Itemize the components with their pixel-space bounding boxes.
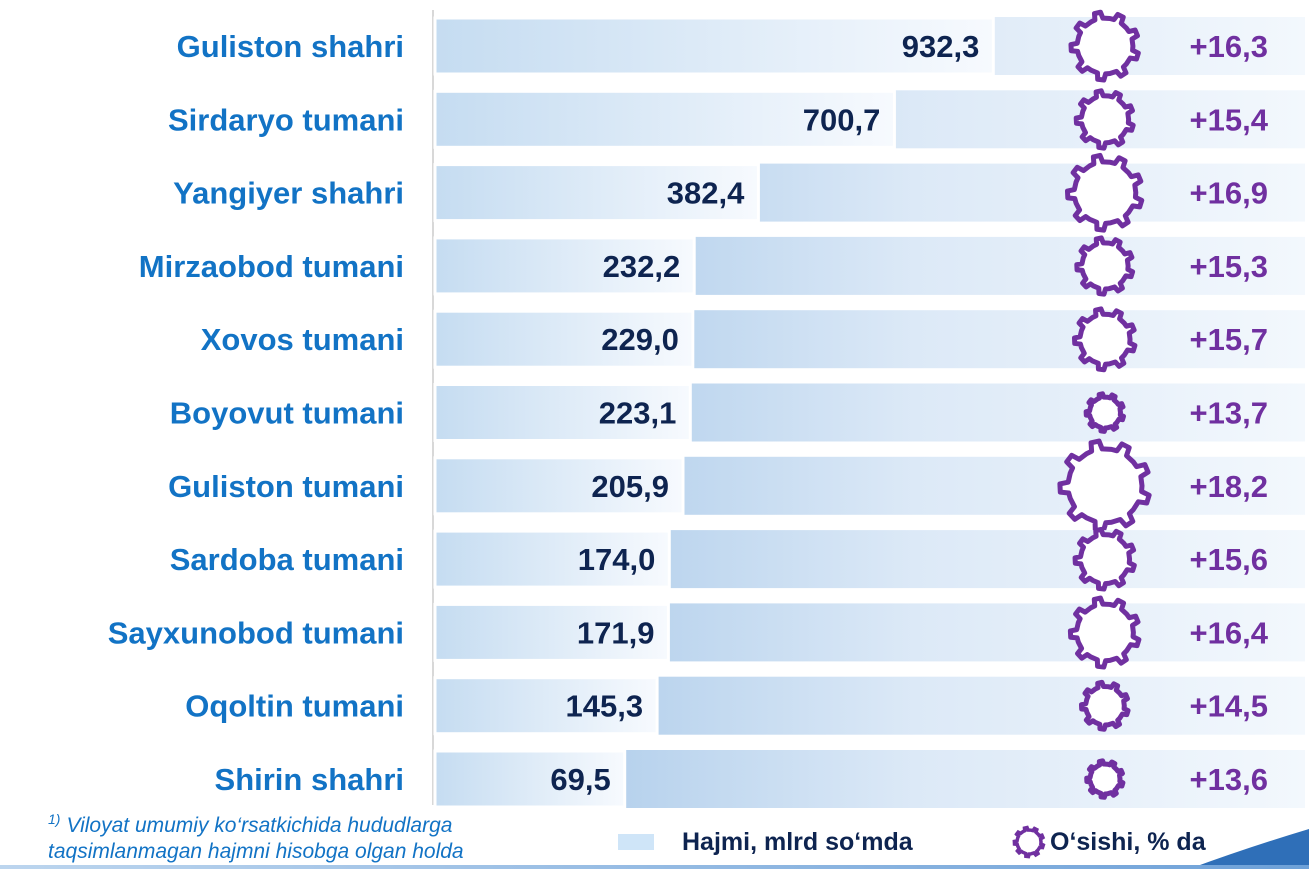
growth-label: +18,2 <box>1190 469 1268 504</box>
growth-label: +14,5 <box>1190 689 1268 724</box>
bar <box>433 749 627 809</box>
chart-row: Sayxunobod tumani 171,9 +16,4 <box>108 595 1305 670</box>
bottom-divider <box>0 865 1309 869</box>
chart-row: Xovos tumani 229,0 +15,7 <box>201 306 1305 373</box>
bar <box>433 89 896 149</box>
legend-item-volume: Hajmi, mlrd so‘mda <box>618 822 913 862</box>
category-label: Guliston shahri <box>177 29 404 64</box>
category-label: Sirdaryo tumani <box>168 102 404 137</box>
value-label: 69,5 <box>550 762 610 797</box>
value-label: 229,0 <box>601 322 679 357</box>
category-label: Xovos tumani <box>201 322 404 357</box>
gear-icon <box>1078 679 1131 732</box>
legend-swatch <box>618 834 654 850</box>
bar <box>433 383 692 442</box>
chart-row: Sirdaryo tumani 700,7 +15,4 <box>168 88 1305 151</box>
growth-label: +16,3 <box>1190 29 1268 64</box>
value-label: 171,9 <box>577 615 655 650</box>
value-label: 932,3 <box>902 29 980 64</box>
chart-row: Sardoba tumani 174,0 +15,6 <box>170 526 1305 592</box>
growth-label: +13,6 <box>1190 762 1268 797</box>
chart-row: Shirin shahri 69,5 +13,6 <box>215 749 1305 809</box>
chart-row: Mirzaobod tumani 232,2 +15,3 <box>139 235 1305 297</box>
category-label: Sayxunobod tumani <box>108 615 404 650</box>
value-label: 382,4 <box>667 176 745 211</box>
gear-icon <box>1073 88 1136 151</box>
gear-icon <box>1083 391 1126 434</box>
gear-icon <box>1057 438 1152 534</box>
gear-icon <box>1074 235 1136 297</box>
category-label: Boyovut tumani <box>170 396 404 431</box>
category-label: Mirzaobod tumani <box>139 249 404 284</box>
growth-label: +15,6 <box>1190 542 1268 577</box>
footnote-text: Viloyat umumiy ko‘rsatkichida hududlarga… <box>48 814 464 863</box>
value-label: 205,9 <box>591 469 669 504</box>
legend-item-growth: O‘sishi, % da <box>1010 822 1206 862</box>
growth-label: +15,7 <box>1190 322 1268 357</box>
category-label: Oqoltin tumani <box>185 689 404 724</box>
gear-icon <box>1012 825 1046 859</box>
growth-label: +16,9 <box>1190 176 1268 211</box>
growth-label: +15,4 <box>1190 102 1269 137</box>
corner-accent <box>1189 829 1309 869</box>
value-label: 174,0 <box>578 542 656 577</box>
gear-icon <box>1068 9 1141 83</box>
bar <box>433 16 995 76</box>
bar <box>433 456 685 516</box>
chart-row: Oqoltin tumani 145,3 +14,5 <box>185 676 1305 736</box>
bar <box>433 529 671 589</box>
gear-icon <box>1071 306 1138 373</box>
bar <box>433 236 696 296</box>
value-label: 232,2 <box>603 249 681 284</box>
growth-label: +16,4 <box>1190 615 1269 650</box>
legend-label-volume: Hajmi, mlrd so‘mda <box>682 827 913 856</box>
footnote: 1) Viloyat umumiy ko‘rsatkichida hududlar… <box>48 806 568 865</box>
bar <box>433 602 670 662</box>
category-label: Guliston tumani <box>168 469 404 504</box>
legend-label-growth: O‘sishi, % da <box>1050 827 1206 856</box>
gear-icon <box>1072 526 1137 592</box>
value-label: 223,1 <box>599 396 677 431</box>
growth-label: +13,7 <box>1190 396 1268 431</box>
gear-icon <box>1084 758 1126 800</box>
bar <box>433 163 760 223</box>
value-label: 145,3 <box>566 689 644 724</box>
chart-row: Guliston shahri 932,3 +16,3 <box>177 9 1305 83</box>
category-label: Yangiyer shahri <box>173 176 404 211</box>
bar <box>433 309 695 369</box>
gear-icon <box>1064 152 1145 233</box>
category-label: Sardoba tumani <box>170 542 404 577</box>
value-label: 700,7 <box>803 102 881 137</box>
chart-row: Guliston tumani 205,9 +18,2 <box>168 438 1305 534</box>
category-label: Shirin shahri <box>215 762 404 797</box>
growth-label: +15,3 <box>1190 249 1268 284</box>
footnote-marker: 1) <box>48 811 61 827</box>
gear-icon <box>1067 595 1142 670</box>
bar <box>433 676 659 736</box>
chart-row: Yangiyer shahri 382,4 +16,9 <box>173 152 1305 233</box>
chart-row: Boyovut tumani 223,1 +13,7 <box>170 383 1305 442</box>
